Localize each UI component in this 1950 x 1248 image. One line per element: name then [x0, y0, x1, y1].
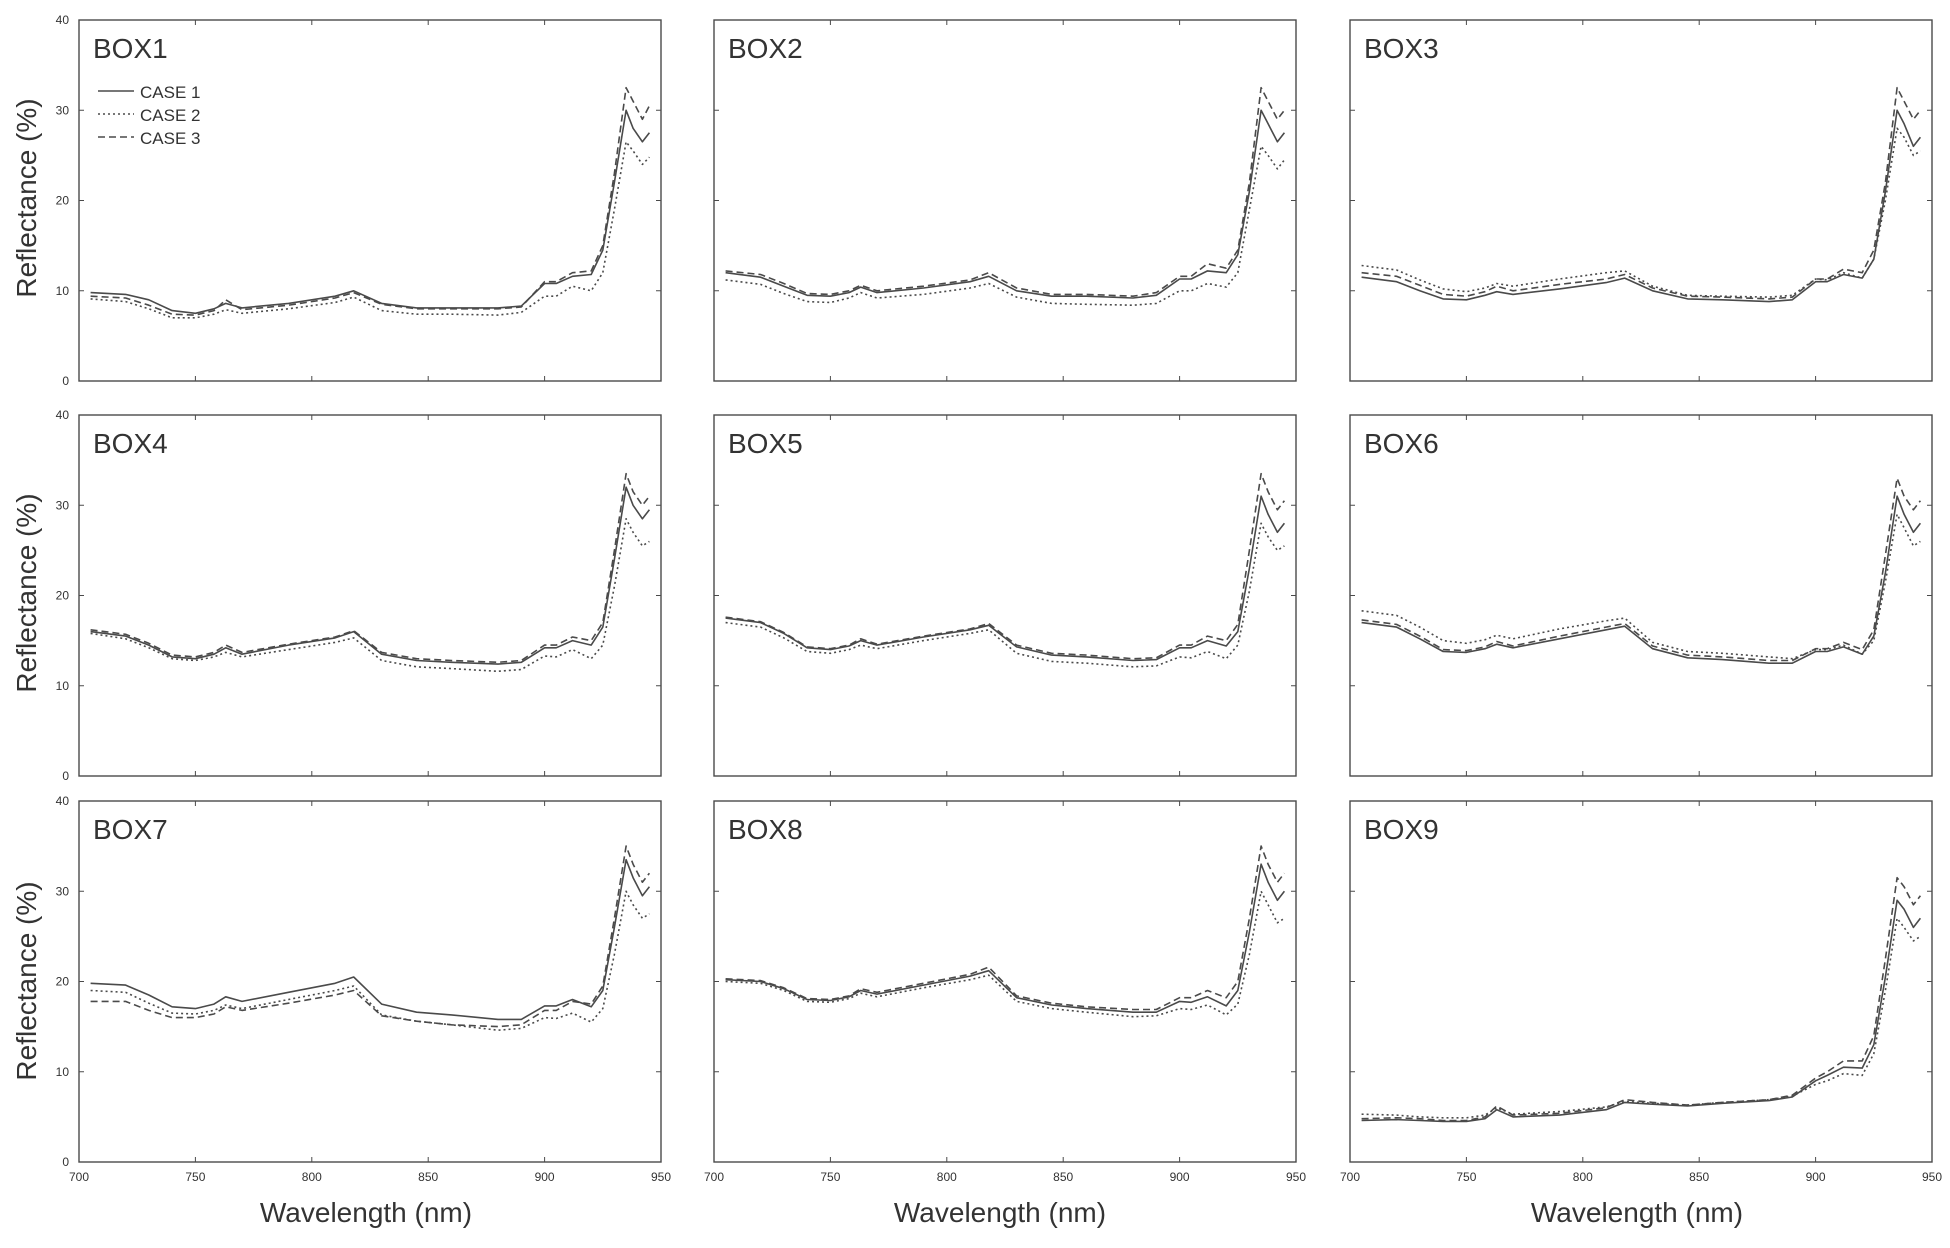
- y-tick-label: 30: [56, 498, 70, 512]
- panel-box1: 10 20 30 40 0 BOX1: [56, 13, 662, 388]
- panel-box7: 0 10 20 30 40 700 750 800 850 900 950 BOX7: [56, 794, 672, 1184]
- panel-box2: BOX2: [713, 19, 1297, 382]
- legend-label-case-3: CASE 3: [140, 129, 200, 148]
- y-tick-label: 10: [56, 1065, 70, 1079]
- x-tick-label: 800: [937, 1170, 957, 1184]
- x-tick-label: 750: [1456, 1170, 1476, 1184]
- plot-frame: [78, 800, 662, 1163]
- plot-frame: [713, 414, 1297, 777]
- plot-frame: [713, 800, 1297, 1163]
- plot-frame: [1349, 800, 1933, 1163]
- x-tick-label: 800: [1573, 1170, 1593, 1184]
- series-line-case-2: [90, 890, 650, 1031]
- series-line-case-2: [90, 517, 650, 673]
- series-line-case-3: [90, 472, 651, 664]
- x-tick-label: 800: [302, 1170, 322, 1184]
- series-line-case-3: [1361, 86, 1922, 300]
- series-line-case-3: [725, 86, 1286, 298]
- x-tick-label: 950: [1922, 1170, 1942, 1184]
- y-tick-label: 20: [56, 975, 70, 989]
- series-line-case-3: [725, 472, 1286, 660]
- panel-box5: BOX5: [713, 414, 1297, 777]
- panel-title: BOX8: [728, 814, 803, 845]
- y-tick-label: 10: [56, 679, 70, 693]
- panel-title: BOX4: [93, 428, 168, 459]
- x-tick-label: 700: [704, 1170, 724, 1184]
- panel-title: BOX9: [1364, 814, 1439, 845]
- series-line-case-2: [90, 141, 650, 319]
- y-tick-label: 40: [56, 408, 70, 422]
- x-tick-label: 900: [1806, 1170, 1826, 1184]
- y-tick-label: 40: [56, 794, 70, 808]
- panels-group: 10 20 30 40 0 BOX1 BOX2 BOX3 10 20 30 40 0 BOX4 BOX5 BO…: [56, 13, 1943, 1184]
- y-tick-label: 30: [56, 884, 70, 898]
- series-line-case-3: [1361, 876, 1922, 1122]
- legend-label-case-1: CASE 1: [140, 83, 200, 102]
- series-line-case-1: [1361, 899, 1922, 1123]
- plot-frame: [78, 414, 662, 777]
- x-tick-label: 900: [1170, 1170, 1190, 1184]
- plot-frame: [78, 19, 662, 382]
- legend: CASE 1 CASE 2 CASE 3: [98, 83, 200, 148]
- y-tick-label: 40: [56, 13, 70, 27]
- series-line-case-1: [90, 109, 651, 315]
- panel-box3: BOX3: [1349, 19, 1933, 382]
- panel-box9: 700 750 800 850 900 950 BOX9: [1340, 800, 1942, 1184]
- series-line-case-1: [90, 858, 651, 1021]
- panel-title: BOX5: [728, 428, 803, 459]
- series-line-case-1: [725, 863, 1286, 1014]
- plot-frame: [1349, 414, 1933, 777]
- y-tick-label: 30: [56, 103, 70, 117]
- series-line-case-1: [1361, 495, 1922, 665]
- legend-label-case-2: CASE 2: [140, 106, 200, 125]
- y-tick-label: 20: [56, 194, 70, 208]
- series-line-case-2: [725, 890, 1285, 1018]
- y-axis-title-row3: Reflectance (%): [11, 881, 42, 1080]
- series-line-case-3: [725, 845, 1286, 1011]
- panel-title: BOX2: [728, 33, 803, 64]
- plot-frame: [713, 19, 1297, 382]
- panel-title: BOX6: [1364, 428, 1439, 459]
- y-tick-label: 20: [56, 589, 70, 603]
- x-tick-label: 700: [1340, 1170, 1360, 1184]
- series-line-case-1: [1361, 109, 1922, 303]
- y-axis-title-row1: Reflectance (%): [11, 98, 42, 297]
- y-tick-label: 0: [62, 1155, 69, 1169]
- series-line-case-3: [90, 86, 651, 316]
- y-axis-title-row2: Reflectance (%): [11, 493, 42, 692]
- x-axis-title-col1: Wavelength (nm): [260, 1197, 472, 1228]
- x-axis-title-col2: Wavelength (nm): [894, 1197, 1106, 1228]
- panel-title: BOX7: [93, 814, 168, 845]
- x-tick-label: 750: [185, 1170, 205, 1184]
- series-line-case-2: [725, 145, 1286, 307]
- x-tick-label: 950: [651, 1170, 671, 1184]
- x-axis-title-col3: Wavelength (nm): [1531, 1197, 1743, 1228]
- x-tick-label: 850: [1689, 1170, 1709, 1184]
- series-line-case-1: [90, 486, 651, 665]
- panel-title: BOX1: [93, 33, 168, 64]
- x-tick-label: 700: [69, 1170, 89, 1184]
- series-line-case-3: [1361, 477, 1922, 662]
- x-tick-label: 850: [418, 1170, 438, 1184]
- series-line-case-1: [725, 495, 1286, 662]
- panel-box4: 10 20 30 40 0 BOX4: [56, 408, 662, 783]
- panel-box6: BOX6: [1349, 414, 1933, 777]
- series-line-case-2: [1361, 127, 1921, 298]
- x-tick-label: 850: [1053, 1170, 1073, 1184]
- x-tick-label: 900: [535, 1170, 555, 1184]
- y-tick-label: 0: [62, 769, 69, 783]
- panel-box8: 700 750 800 850 900 950 BOX8: [704, 800, 1306, 1184]
- x-tick-label: 750: [820, 1170, 840, 1184]
- x-tick-label: 950: [1286, 1170, 1306, 1184]
- y-tick-label: 10: [56, 284, 70, 298]
- plot-frame: [1349, 19, 1933, 382]
- series-line-case-3: [90, 845, 651, 1028]
- panel-title: BOX3: [1364, 33, 1439, 64]
- series-line-case-1: [725, 109, 1286, 299]
- y-tick-label: 0: [62, 374, 69, 388]
